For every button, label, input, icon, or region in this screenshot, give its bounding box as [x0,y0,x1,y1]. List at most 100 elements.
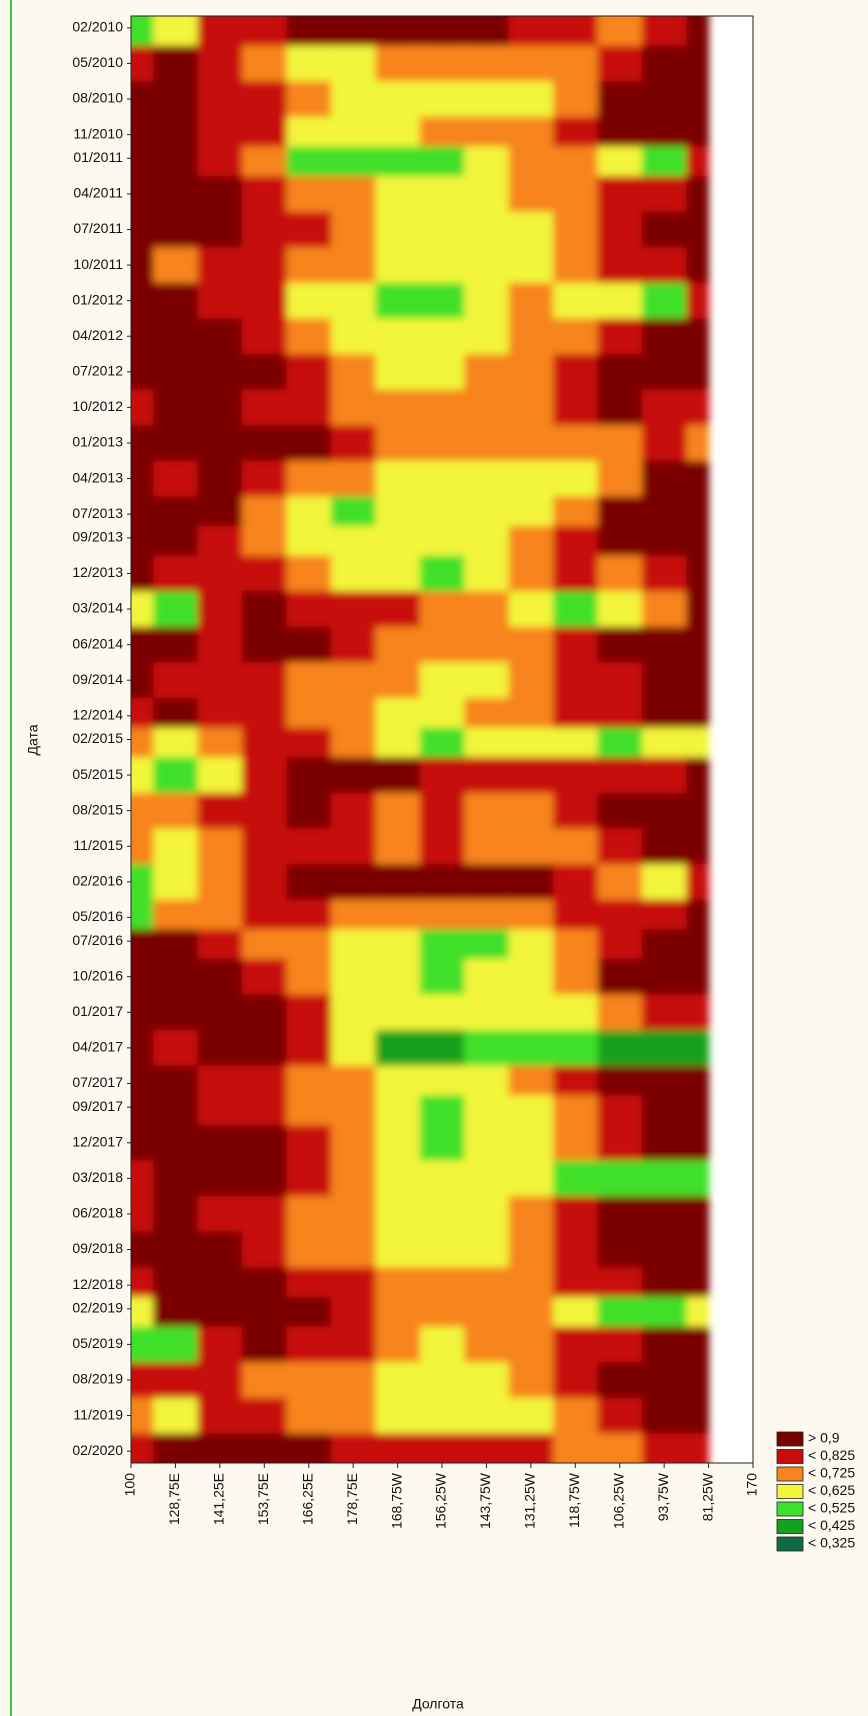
heat-cell [420,1161,465,1197]
heat-cell [642,318,687,354]
heat-cell [375,496,420,526]
heat-cell [121,354,154,390]
y-tick-label: 02/2010 [72,19,123,35]
heat-cell [509,1066,554,1096]
heat-cell [287,247,332,283]
heat-cell [509,757,554,793]
heat-cell [420,793,465,829]
heat-cell [509,1125,554,1161]
heat-cell [242,425,287,461]
heat-cell [198,1095,243,1125]
x-axis-label: Долгота [412,1696,464,1712]
heat-cell [553,591,598,627]
heat-cell [121,1362,154,1398]
heat-cell [553,1196,598,1232]
heat-cell [287,728,332,758]
heat-cell [509,176,554,212]
heat-cell [464,828,509,864]
heat-cell [420,929,465,959]
heat-cell [509,556,554,592]
heat-cell [331,46,376,82]
heat-cell [464,117,509,147]
heat-cell [242,864,287,900]
heat-cell [198,46,243,82]
y-tick-label: 08/2015 [72,801,123,817]
heat-cell [198,318,243,354]
heat-cell [242,1267,287,1297]
heat-cell [121,591,154,627]
heat-cell [553,828,598,864]
y-tick-label: 01/2017 [72,1003,123,1019]
heat-cell [553,959,598,995]
heat-cell [420,995,465,1031]
heat-cell [686,496,709,526]
heat-cell [242,1362,287,1398]
heat-cell [420,627,465,663]
heat-cell [242,900,287,930]
heat-cell [242,247,287,283]
heat-cell [375,117,420,147]
heat-cell [598,728,643,758]
heat-cell [598,1125,643,1161]
heat-cell [375,757,420,793]
heat-cell [121,959,154,995]
heat-cell [153,117,198,147]
heat-cell [331,176,376,212]
heat-cell [331,1267,376,1297]
heat-cell [642,117,687,147]
heat-cell [121,1066,154,1096]
heat-cell [121,117,154,147]
heat-cell [686,318,709,354]
heat-cell [420,1297,465,1327]
y-tick-label: 05/2019 [72,1335,123,1351]
legend-label: < 0,625 [808,1482,855,1498]
heat-cell [375,1232,420,1268]
heat-cell [121,1327,154,1363]
heat-cell [153,176,198,212]
y-tick-label: 12/2018 [72,1276,123,1292]
heat-cell [509,627,554,663]
heat-cell [287,556,332,592]
heat-cell [464,591,509,627]
heat-cell [464,461,509,497]
heat-cell [642,1297,687,1327]
heat-cell [553,146,598,176]
heat-cell [198,627,243,663]
heat-cell [153,864,198,900]
heat-cell [331,1327,376,1363]
heat-cell [553,793,598,829]
heat-cell [686,793,709,829]
heat-cell [509,81,554,117]
heat-cell [375,1095,420,1125]
heat-cell [198,461,243,497]
x-tick-label: 168,75W [388,1472,404,1529]
heat-cell [464,959,509,995]
heat-cell [153,995,198,1031]
heat-cell [198,757,243,793]
y-tick-label: 10/2016 [72,967,123,983]
heat-cell [509,995,554,1031]
heat-cell [121,283,154,319]
heat-cell [642,6,687,46]
heat-cell [153,318,198,354]
heat-cell [509,46,554,82]
heat-cell [598,461,643,497]
heat-cell [420,1030,465,1066]
heat-cell [121,1161,154,1197]
heat-cell [198,959,243,995]
heat-cell [464,176,509,212]
heat-cell [464,46,509,82]
y-tick-label: 04/2012 [72,327,123,343]
heat-cell [686,1095,709,1125]
heat-cell [198,556,243,592]
heat-cell [153,627,198,663]
heat-cell [153,425,198,461]
heat-cell [642,46,687,82]
heat-cell [375,425,420,461]
heat-cell [121,1095,154,1125]
heat-cell [375,828,420,864]
heat-cell [375,1196,420,1232]
heat-cell [420,828,465,864]
heat-cell [198,900,243,930]
heat-cell [642,461,687,497]
